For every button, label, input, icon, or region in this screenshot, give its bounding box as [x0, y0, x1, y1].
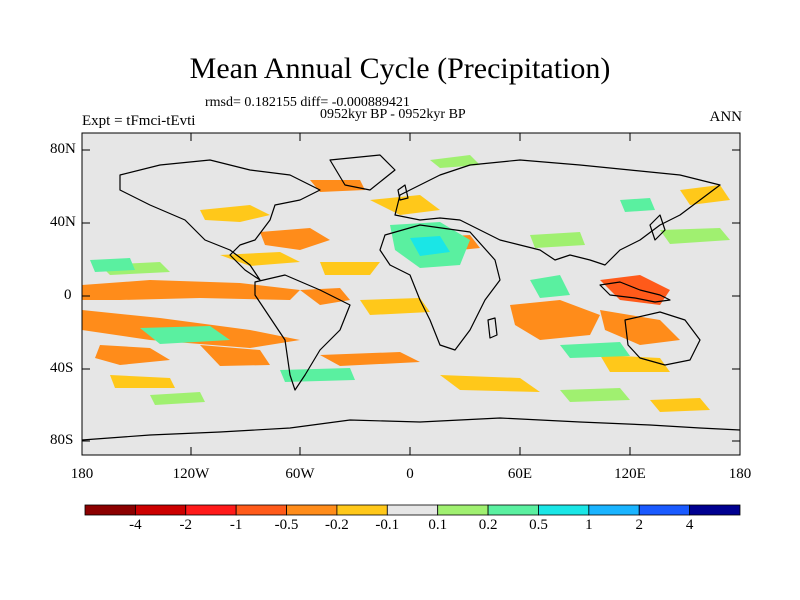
lon-label: 180	[70, 466, 94, 482]
anomaly-patch	[82, 280, 300, 300]
anomaly-patch	[660, 228, 730, 244]
plot-title: Mean Annual Cycle (Precipitation)	[189, 52, 611, 85]
lat-label: 40S	[50, 360, 74, 376]
anomaly-patch	[95, 345, 170, 365]
colorbar-swatch	[336, 504, 388, 516]
colorbar-tick-label: -1	[229, 517, 243, 533]
anomaly-patch	[90, 258, 135, 272]
lat-label: 80S	[50, 432, 74, 448]
colorbar-tick-label: 0.2	[478, 517, 498, 533]
colorbar-tick-label: -0.5	[274, 517, 299, 533]
coastline-africa	[379, 224, 501, 351]
season-label: ANN	[709, 109, 743, 125]
anomaly-patch	[650, 398, 710, 412]
colorbar-swatch	[84, 504, 136, 516]
anomaly-patch	[560, 388, 630, 402]
anomaly-patch	[300, 288, 350, 305]
coastline-madagascar	[487, 317, 498, 339]
lon-label: 0	[406, 466, 414, 482]
anomaly-patch	[560, 342, 630, 358]
colorbar-swatch	[487, 504, 539, 516]
anomaly-patch	[430, 155, 480, 168]
colorbar-tick-label: 1	[585, 517, 593, 533]
colorbar-swatch	[134, 504, 187, 516]
colorbar-swatch	[638, 504, 691, 516]
coastline-eurasia	[394, 159, 721, 266]
colorbar-swatch	[235, 504, 287, 516]
lon-label: 120W	[172, 466, 210, 482]
anomaly-patch	[680, 185, 730, 205]
anomaly-patch	[320, 262, 380, 275]
coastline-indonesia	[599, 281, 671, 303]
anomaly-patch	[280, 368, 355, 382]
colorbar-tick-label: -0.1	[375, 517, 400, 533]
anomaly-patch	[530, 232, 585, 248]
anomaly-patch	[200, 205, 270, 222]
anomaly-patch	[320, 352, 420, 366]
anomaly-patch	[510, 300, 600, 340]
colorbar	[84, 504, 741, 516]
anomaly-patch	[440, 375, 540, 392]
precip-anomaly-field	[82, 155, 730, 412]
anomaly-patch	[620, 198, 655, 212]
anomaly-patch	[110, 375, 175, 388]
experiment-label: Expt = tFmci-tEvti	[82, 113, 196, 129]
coastlines	[81, 154, 741, 441]
lat-label: 80N	[50, 141, 76, 157]
map-frame	[81, 132, 741, 456]
anomaly-patch	[410, 236, 450, 256]
coastline-greenland	[329, 154, 396, 191]
coastline-antarctica	[81, 417, 741, 441]
colorbar-tick-label: 0.5	[529, 517, 548, 533]
coastline-south-america	[254, 274, 351, 391]
anomaly-patch	[310, 180, 365, 192]
lat-label: 40N	[50, 214, 76, 230]
lon-label: 60E	[507, 466, 533, 482]
lon-label: 180	[728, 466, 752, 482]
stats-subtitle: rmsd= 0.182155 diff= -0.000889421	[205, 95, 410, 110]
colorbar-swatch	[286, 504, 338, 516]
coastline-north-america	[119, 159, 321, 281]
coastline-australia	[624, 311, 701, 366]
anomaly-patch	[150, 392, 205, 405]
anomaly-patch	[260, 228, 330, 250]
colorbar-swatch	[437, 504, 489, 516]
anomaly-patch	[140, 326, 230, 344]
anomaly-patch	[370, 195, 440, 215]
coastline-japan	[649, 214, 666, 241]
colorbar-tick-label: 2	[635, 517, 643, 533]
lon-label: 60W	[285, 466, 315, 482]
anomaly-patch	[360, 298, 430, 315]
colorbar-tick-label: 4	[685, 517, 694, 533]
colorbar-swatch	[386, 504, 439, 516]
anomaly-patch	[600, 355, 670, 372]
anomaly-patch	[600, 310, 680, 345]
period-subtitle: 0952kyr BP - 0952kyr BP	[320, 107, 466, 122]
colorbar-swatch	[538, 504, 590, 516]
lon-label: 120E	[614, 466, 646, 482]
colorbar-tick-label: 0.1	[428, 517, 448, 533]
colorbar-tick-label: -2	[179, 517, 193, 533]
colorbar-swatch	[689, 504, 741, 516]
axis-ticks	[82, 133, 740, 455]
anomaly-patch	[200, 345, 270, 366]
colorbar-tick-label: -0.2	[325, 517, 349, 533]
colorbar-swatch	[185, 504, 237, 516]
colorbar-swatch	[588, 504, 640, 516]
colorbar-tick-label: -4	[129, 517, 142, 533]
lat-label: 0	[64, 287, 72, 303]
anomaly-patch	[530, 275, 570, 298]
anomaly-patch	[220, 252, 300, 266]
coastline-uk	[397, 184, 409, 201]
